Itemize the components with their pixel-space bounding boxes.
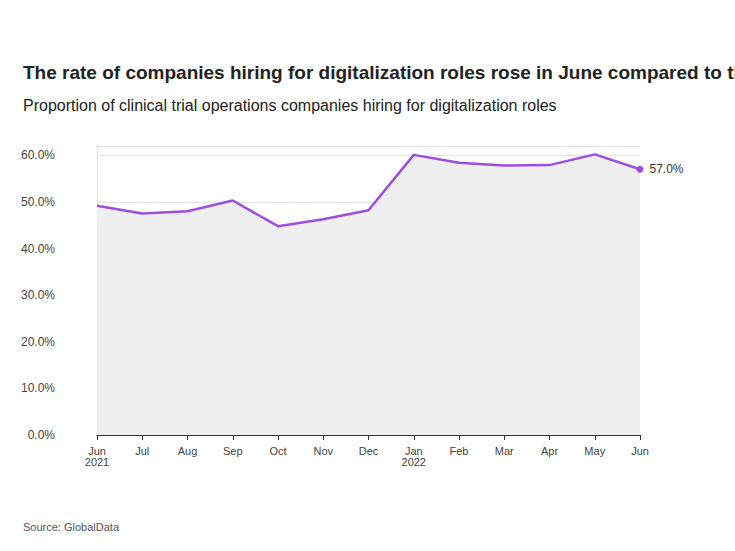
svg-text:Proportion of clinical trial o: Proportion of clinical trial operations … [23, 97, 557, 114]
svg-text:The rate of companies hiring f: The rate of companies hiring for digital… [23, 62, 735, 83]
svg-text:Jun: Jun [88, 444, 106, 457]
svg-text:Source: GlobalData: Source: GlobalData [23, 521, 120, 533]
svg-text:50.0%: 50.0% [21, 195, 55, 209]
svg-text:Dec: Dec [359, 445, 379, 457]
svg-text:57.0%: 57.0% [650, 162, 684, 176]
svg-text:Sep: Sep [223, 445, 243, 457]
svg-text:0.0%: 0.0% [28, 428, 56, 442]
svg-text:2021: 2021 [85, 456, 109, 468]
svg-text:20.0%: 20.0% [21, 335, 55, 349]
svg-text:Jun: Jun [631, 445, 649, 457]
svg-text:Nov: Nov [313, 445, 333, 457]
svg-text:10.0%: 10.0% [21, 381, 55, 395]
svg-text:Jul: Jul [135, 445, 149, 457]
svg-text:Feb: Feb [450, 445, 469, 457]
svg-text:2022: 2022 [402, 456, 426, 468]
svg-text:60.0%: 60.0% [21, 148, 55, 162]
svg-text:Oct: Oct [269, 445, 286, 457]
svg-text:Aug: Aug [178, 445, 198, 457]
svg-text:Jan: Jan [404, 444, 423, 457]
svg-text:Apr: Apr [541, 445, 558, 457]
svg-text:30.0%: 30.0% [21, 288, 55, 302]
svg-text:Mar: Mar [495, 445, 514, 457]
svg-text:May: May [584, 445, 605, 457]
svg-text:40.0%: 40.0% [21, 242, 55, 256]
